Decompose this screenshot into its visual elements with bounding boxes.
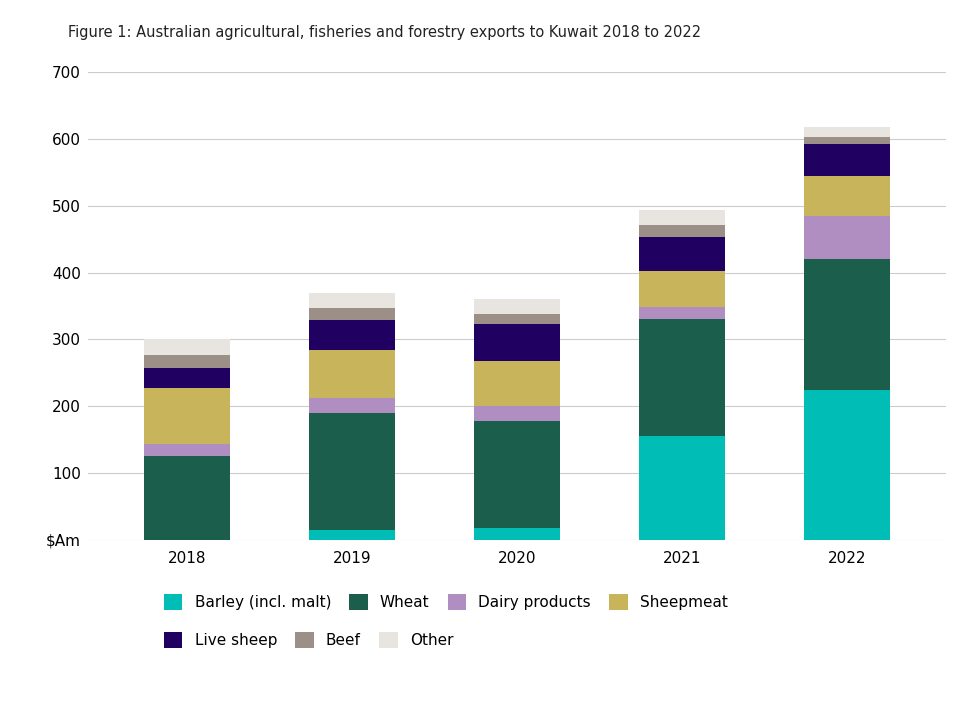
Bar <box>309 320 395 350</box>
Bar <box>803 143 889 176</box>
Bar <box>803 259 889 390</box>
Bar <box>474 300 560 314</box>
Bar <box>639 225 724 237</box>
Bar <box>803 176 889 216</box>
Bar <box>474 361 560 406</box>
Text: Figure 1: Australian agricultural, fisheries and forestry exports to Kuwait 2018: Figure 1: Australian agricultural, fishe… <box>68 25 701 40</box>
Bar <box>309 350 395 398</box>
Bar <box>474 324 560 361</box>
Bar <box>309 530 395 540</box>
Bar <box>639 237 724 271</box>
Bar <box>639 307 724 320</box>
Bar <box>144 387 230 444</box>
Bar <box>474 421 560 528</box>
Bar <box>803 390 889 540</box>
Bar <box>309 293 395 308</box>
Bar <box>144 444 230 456</box>
Bar <box>309 308 395 320</box>
Bar <box>639 436 724 540</box>
Bar <box>474 406 560 421</box>
Bar <box>474 314 560 324</box>
Bar <box>639 320 724 436</box>
Legend: Live sheep, Beef, Other: Live sheep, Beef, Other <box>164 632 453 648</box>
Bar <box>803 216 889 259</box>
Bar <box>474 528 560 540</box>
Bar <box>309 398 395 413</box>
Bar <box>144 356 230 367</box>
Bar <box>803 137 889 143</box>
Bar <box>144 456 230 540</box>
Bar <box>639 271 724 307</box>
Bar <box>309 413 395 530</box>
Bar <box>144 367 230 387</box>
Bar <box>639 210 724 225</box>
Bar <box>803 127 889 137</box>
Bar <box>144 338 230 356</box>
